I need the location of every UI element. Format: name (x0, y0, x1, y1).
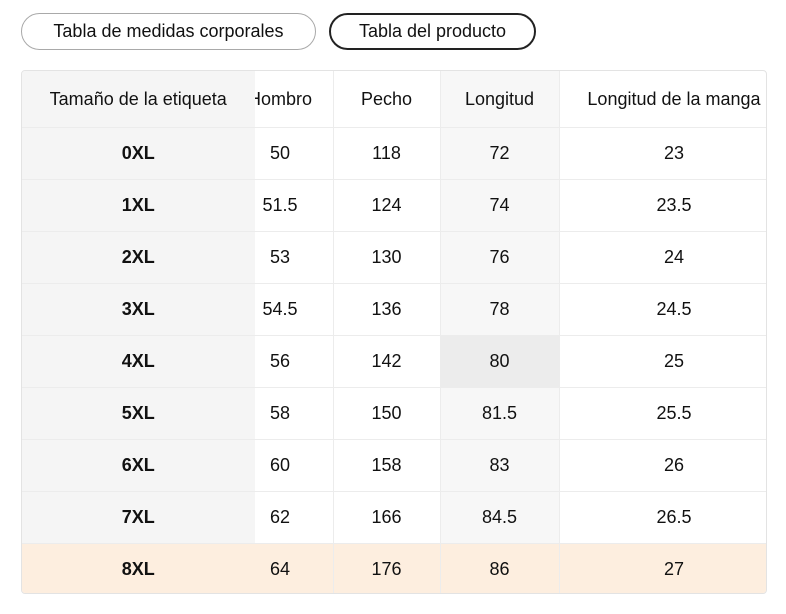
table-cell: 124 (333, 179, 441, 232)
header-row: Tamaño de la etiqueta Hombro Pecho Longitud… (22, 71, 766, 128)
table-cell: 76 (440, 231, 560, 284)
table-cell: 74 (440, 179, 560, 232)
column-header: Pecho (333, 71, 441, 128)
table-cell: 142 (333, 335, 441, 388)
table-row: 5XL 58 150 81.5 25.5 (22, 387, 766, 440)
column-header: Tamaño de la etiqueta (22, 71, 256, 128)
table-cell: 27 (559, 543, 766, 593)
table-cell: 24.5 (559, 283, 766, 336)
table-cell: 72 (440, 127, 560, 180)
table-container: Tamaño de la etiqueta Hombro Pecho Longitud… (21, 70, 767, 594)
column-header: Longitud (440, 71, 560, 128)
table-row: 7XL 62 166 84.5 26.5 (22, 491, 766, 544)
size-label: 1XL (22, 179, 256, 232)
table-cell: 23.5 (559, 179, 766, 232)
size-label: 6XL (22, 439, 256, 492)
table-cell: 25 (559, 335, 766, 388)
size-label: 0XL (22, 127, 256, 180)
table-row: 6XL 60 158 83 26 (22, 439, 766, 492)
table-row: 3XL 54.5 136 78 24.5 (22, 283, 766, 336)
size-label: 4XL (22, 335, 256, 388)
size-label: 3XL (22, 283, 256, 336)
table-row: 2XL 53 130 76 24 (22, 231, 766, 284)
size-label: 7XL (22, 491, 256, 544)
table-row: 1XL 51.5 124 74 23.5 (22, 179, 766, 232)
column-header: Longitud de la manga (559, 71, 766, 128)
table-cell: 130 (333, 231, 441, 284)
table-row: 4XL 56 142 80 25 (22, 335, 766, 388)
table-cell: 26 (559, 439, 766, 492)
table-cell: 26.5 (559, 491, 766, 544)
size-table: Tamaño de la etiqueta Hombro Pecho Longitud… (22, 71, 766, 593)
table-cell: 158 (333, 439, 441, 492)
table-cell: 166 (333, 491, 441, 544)
table-cell: 24 (559, 231, 766, 284)
table-cell: 150 (333, 387, 441, 440)
table-cell: 25.5 (559, 387, 766, 440)
table-cell: 83 (440, 439, 560, 492)
table-scroller: Tamaño de la etiqueta Hombro Pecho Longitud… (22, 71, 766, 593)
tab-button[interactable]: Tabla del producto (329, 13, 536, 50)
table-cell: 23 (559, 127, 766, 180)
table-cell: 176 (333, 543, 441, 593)
size-label: 5XL (22, 387, 256, 440)
table-cell: 118 (333, 127, 441, 180)
table-cell: 78 (440, 283, 560, 336)
table-cell: 80 (440, 335, 560, 388)
table-cell: 84.5 (440, 491, 560, 544)
table-row: 0XL 50 118 72 23 (22, 127, 766, 180)
table-cell: 86 (440, 543, 560, 593)
size-label: 2XL (22, 231, 256, 284)
size-label: 8XL (22, 543, 256, 593)
table-cell: 136 (333, 283, 441, 336)
table-cell: 81.5 (440, 387, 560, 440)
tab-button[interactable]: Tabla de medidas corporales (21, 13, 316, 50)
table-row: 8XL 64 176 86 27 (22, 543, 766, 593)
